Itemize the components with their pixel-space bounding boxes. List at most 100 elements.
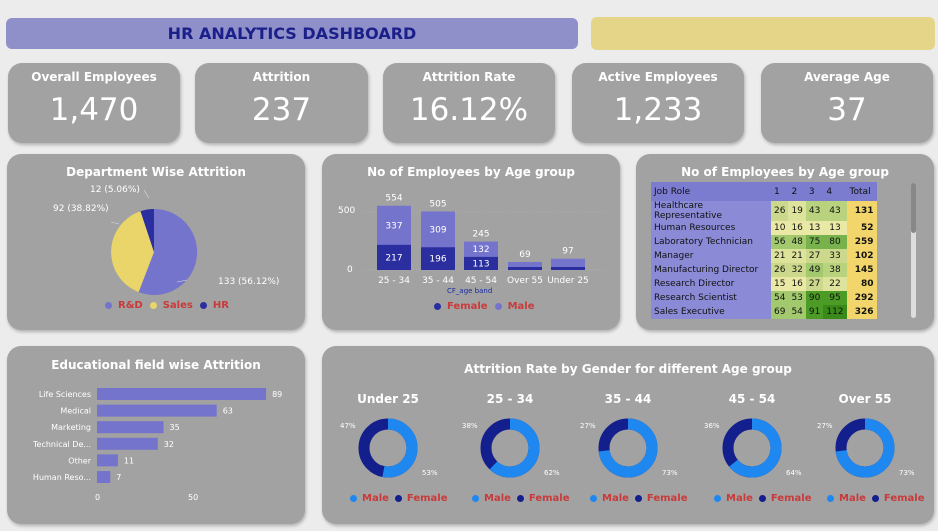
matrix-value-cell: 56 [771, 235, 789, 249]
edu-value-label: 63 [223, 407, 233, 416]
matrix-row[interactable]: Laboratory Technician 56 48 75 80 259 [651, 235, 877, 249]
header-accent-bar [591, 17, 935, 50]
kpi-label: Average Age [804, 70, 890, 84]
legend-label-rd: R&D [118, 300, 143, 311]
pie-label-sales: 92 (38.82%) [53, 204, 109, 214]
gender-donut-charts [358, 418, 895, 478]
donut-male-pct: 53% [422, 469, 438, 477]
edu-value-label: 89 [272, 390, 282, 399]
gender-donut [722, 418, 782, 478]
bar-male-label: 132 [472, 245, 489, 255]
matrix-value-cell: 13 [823, 221, 847, 235]
matrix-value-cell: 38 [823, 263, 847, 277]
gender-donut [598, 418, 658, 478]
header-2[interactable]: 2 [788, 182, 806, 201]
kpi-value: 1,233 [613, 92, 703, 128]
matrix-value-cell: 75 [805, 235, 824, 249]
matrix-row[interactable]: Sales Executive 69 54 91 112 326 [651, 305, 877, 319]
bar-female-label: 113 [472, 259, 489, 269]
gender-donut [358, 418, 418, 478]
bar-female-segment [508, 267, 542, 270]
matrix-row[interactable]: Human Resources 10 16 13 13 52 [651, 221, 877, 235]
matrix-value-cell: 32 [788, 263, 806, 277]
matrix-header-row: Job Role 1 2 3 4 Total [651, 182, 877, 201]
header-total[interactable]: Total [846, 182, 877, 201]
donut-title: 45 - 54 [728, 392, 776, 406]
bar-category-label: 35 - 44 [422, 276, 454, 286]
edu-bar [97, 454, 118, 467]
x-tick-50: 50 [188, 493, 199, 502]
edu-category-label: Other [68, 456, 91, 465]
bar-female-segment [421, 247, 455, 270]
matrix-value-cell: 21 [788, 249, 806, 263]
donut-male-pct: 64% [786, 469, 802, 477]
bar-male-label: 337 [385, 221, 402, 231]
bar-total-label: 245 [472, 230, 489, 240]
matrix-row[interactable]: Manufacturing Director 26 32 49 38 145 [651, 263, 877, 277]
legend-dot-female [434, 303, 441, 310]
header-4[interactable]: 4 [823, 182, 847, 201]
matrix-value-cell: 27 [805, 277, 824, 291]
matrix-row[interactable]: Research Director 15 16 27 22 80 [651, 277, 877, 291]
legend-label-hr: HR [212, 300, 229, 311]
edu-value-label: 11 [124, 456, 134, 465]
age-group-panel[interactable]: No of Employees by Age group 500 0 217 33… [322, 154, 620, 330]
matrix-value-cell: 43 [805, 201, 824, 221]
matrix-row[interactable]: Research Scientist 54 53 90 95 292 [651, 291, 877, 305]
matrix-value-cell: 95 [823, 291, 847, 305]
matrix-value-cell: 54 [771, 291, 789, 305]
legend-label-female: Female [646, 493, 688, 504]
bar-female-segment [464, 256, 498, 270]
header-job-role[interactable]: Job Role [651, 182, 771, 201]
donut-female-pct: 27% [580, 422, 596, 430]
legend-dot-male [827, 495, 834, 502]
department-attrition-panel[interactable]: Department Wise Attrition 133 (56.12%) 9… [7, 154, 305, 330]
department-legend: R&D Sales HR [105, 300, 229, 311]
legend-dot-male [472, 495, 479, 502]
edu-category-label: Marketing [51, 423, 91, 432]
matrix-role-cell: Manufacturing Director [651, 263, 771, 277]
matrix-value-cell: 112 [823, 305, 847, 319]
edu-value-label: 32 [164, 440, 174, 449]
matrix-value-cell: 21 [771, 249, 789, 263]
legend-label-female: Female [528, 493, 570, 504]
matrix-role-cell: Human Resources [651, 221, 771, 235]
matrix-value-cell: 10 [771, 221, 789, 235]
kpi-value: 1,470 [49, 92, 139, 128]
matrix-role-cell: Research Director [651, 277, 771, 291]
legend-label-male: Male [507, 301, 535, 312]
edu-value-label: 35 [170, 423, 180, 432]
matrix-row[interactable]: Manager 21 21 27 33 102 [651, 249, 877, 263]
bar-total-label: 69 [519, 250, 531, 260]
bar-category-label: 25 - 34 [378, 276, 410, 286]
matrix-total-cell: 326 [846, 305, 877, 319]
kpi-average-age: Average Age 37 [761, 63, 933, 143]
donut-male-segment [598, 418, 658, 478]
legend-dot-female [516, 495, 524, 502]
matrix-value-cell: 69 [771, 305, 789, 319]
legend-label-sales: Sales [162, 300, 193, 311]
matrix-scrollbar-thumb[interactable] [911, 183, 916, 233]
education-attrition-panel[interactable]: Educational field wise Attrition Life Sc… [7, 346, 305, 524]
matrix-scrollbar[interactable] [911, 183, 916, 318]
donut-legend: Male Female [714, 493, 812, 504]
legend-dot-female [634, 495, 642, 502]
matrix-value-cell: 49 [805, 263, 824, 277]
education-bar-chart: Life Sciences 89 Medical 63 Marketing 35 Techn… [32, 388, 282, 483]
header-1[interactable]: 1 [771, 182, 789, 201]
header-3[interactable]: 3 [805, 182, 824, 201]
matrix-value-cell: 33 [823, 249, 847, 263]
donut-legend: Male Female [472, 493, 570, 504]
donut-male-pct: 73% [662, 469, 678, 477]
y-tick-500: 500 [338, 206, 356, 216]
donut-title: Under 25 [357, 392, 419, 406]
donut-male-segment [722, 418, 782, 478]
gender-attrition-panel[interactable]: Attrition Rate by Gender for different A… [322, 346, 934, 524]
edu-bar [97, 437, 158, 450]
matrix-row[interactable]: Healthcare Representative 26 19 43 43 131 [651, 201, 877, 221]
legend-label-male: Male [362, 493, 389, 504]
legend-label-female: Female [447, 301, 488, 312]
matrix-value-cell: 27 [805, 249, 824, 263]
kpi-value: 37 [827, 92, 867, 128]
y-tick-0: 0 [347, 265, 353, 275]
